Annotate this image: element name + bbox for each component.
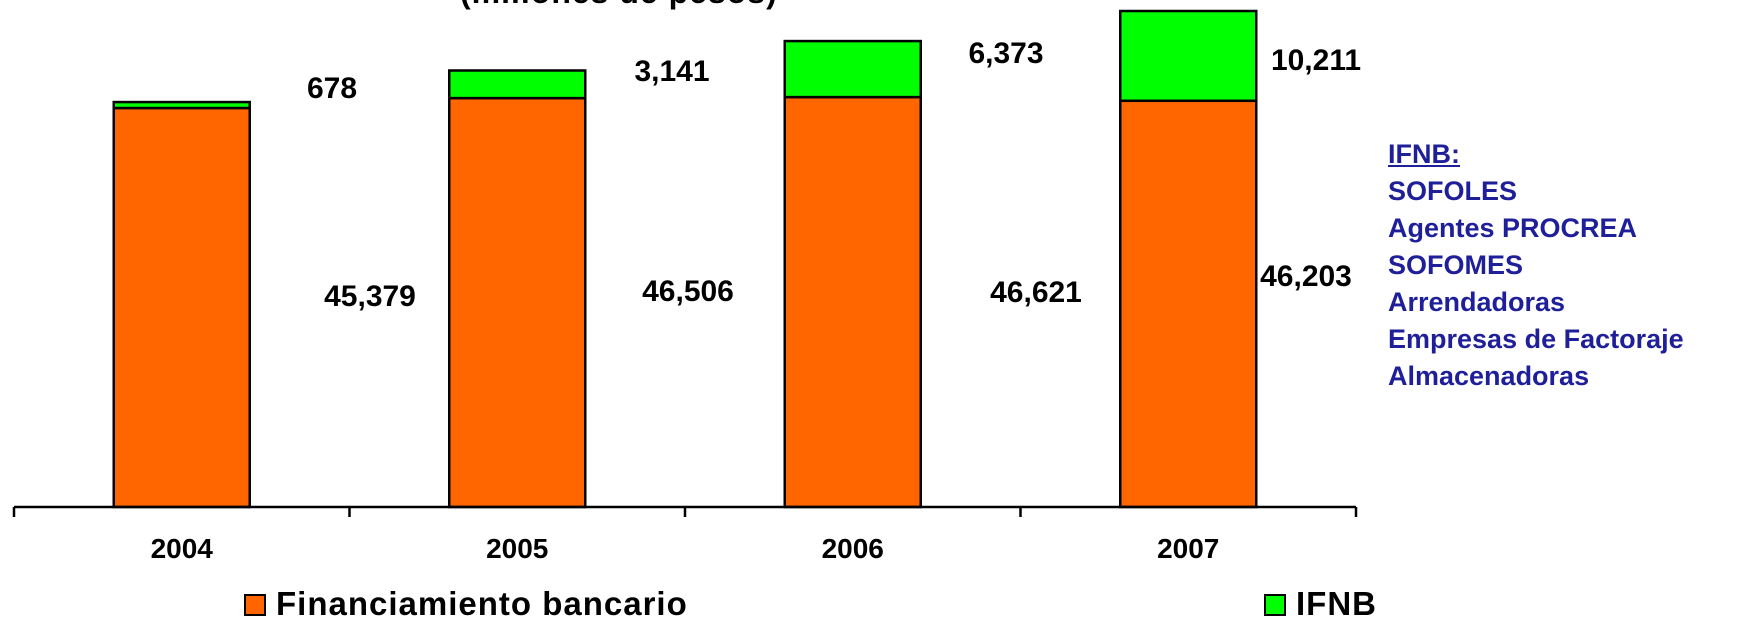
ifnb-panel-item: SOFOLES (1388, 176, 1518, 206)
bar-ifnb-2004 (112, 100, 251, 110)
x-tick-label-2007: 2007 (1157, 533, 1219, 564)
ifnb-panel-item: Arrendadoras (1388, 287, 1566, 317)
ifnb-info-panel: IFNB: SOFOLES Agentes PROCREA SOFOMES Ar… (1388, 136, 1684, 395)
x-tick-label-2006: 2006 (822, 533, 884, 564)
x-axis (12, 505, 1358, 517)
value-labels-group: 45,379 678 46,506 3,141 46,621 6,373 46,203 10,… (307, 37, 1361, 313)
bar-ifnb-2006 (783, 39, 922, 99)
ifnb-panel-heading: IFNB: (1388, 139, 1460, 169)
bar-financiamiento-bancario-2005 (448, 96, 587, 509)
ifnb-panel-item: Agentes PROCREA (1388, 213, 1638, 243)
ifnb-panel-item: SOFOMES (1388, 250, 1524, 280)
legend-item-financiamiento-bancario: Financiamiento bancario (244, 585, 688, 623)
bars-group (112, 9, 1258, 509)
value-label-ifnb-2006: 6,373 (968, 37, 1043, 70)
legend-item-ifnb: IFNB (1264, 585, 1377, 623)
value-label-financiamiento-bancario-2007: 46,203 (1260, 260, 1352, 293)
value-label-financiamiento-bancario-2006: 46,621 (990, 276, 1082, 309)
bar-financiamiento-bancario-2004 (112, 106, 251, 509)
x-tick-label-2005: 2005 (486, 533, 548, 564)
value-label-ifnb-2004: 678 (307, 72, 357, 105)
bar-ifnb-2005 (448, 69, 587, 100)
value-label-financiamiento-bancario-2005: 46,506 (642, 275, 734, 308)
legend-label: Financiamiento bancario (276, 585, 688, 622)
chart-title: (millones de pesos) (460, 0, 778, 11)
ifnb-panel-item: Almacenadoras (1388, 361, 1590, 391)
legend-swatch-orange (244, 594, 266, 616)
ifnb-panel-item: Empresas de Factoraje (1388, 324, 1684, 354)
bar-ifnb-2007 (1119, 9, 1258, 103)
x-tick-labels-group: 2004 2005 2006 2007 (151, 533, 1220, 564)
value-label-ifnb-2005: 3,141 (634, 55, 709, 88)
legend-label: IFNB (1296, 585, 1377, 622)
legend-swatch-green (1264, 594, 1286, 616)
x-tick-label-2004: 2004 (151, 533, 214, 564)
bar-financiamiento-bancario-2007 (1119, 99, 1258, 509)
value-label-ifnb-2007: 10,211 (1271, 44, 1361, 77)
bar-financiamiento-bancario-2006 (783, 95, 922, 509)
value-label-financiamiento-bancario-2004: 45,379 (324, 280, 416, 313)
